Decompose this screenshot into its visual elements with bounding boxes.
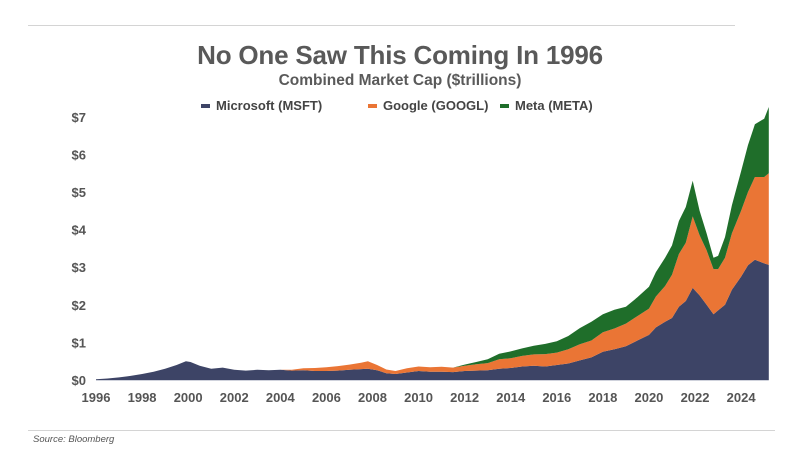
area-microsoft-msft	[96, 259, 769, 380]
y-tick-label: $1	[72, 335, 86, 350]
x-tick-label: 2016	[542, 390, 571, 405]
area-layers	[96, 107, 769, 380]
x-tick-label: 2008	[358, 390, 387, 405]
legend-swatch-meta	[500, 103, 509, 108]
x-tick-label: 2002	[220, 390, 249, 405]
x-tick-label: 2010	[404, 390, 433, 405]
legend-swatch-googl	[368, 103, 377, 108]
legend: Microsoft (MSFT) Google (GOOGL) Meta (ME…	[0, 98, 800, 116]
legend-swatch-msft	[201, 103, 210, 108]
y-tick-label: $7	[72, 110, 86, 125]
y-tick-label: $0	[72, 373, 86, 388]
y-tick-label: $3	[72, 260, 86, 275]
legend-label-meta: Meta (META)	[515, 98, 593, 113]
legend-item-googl: Google (GOOGL)	[368, 98, 488, 113]
legend-item-meta: Meta (META)	[500, 98, 593, 113]
source-note: Source: Bloomberg	[33, 434, 115, 445]
top-divider	[28, 25, 735, 26]
x-tick-label: 2020	[634, 390, 663, 405]
bottom-divider	[28, 430, 775, 431]
x-tick-label: 2006	[312, 390, 341, 405]
x-tick-label: 2012	[450, 390, 479, 405]
legend-label-googl: Google (GOOGL)	[383, 98, 489, 113]
x-tick-label: 2000	[174, 390, 203, 405]
x-tick-label: 2014	[496, 390, 526, 405]
y-tick-label: $4	[72, 223, 87, 238]
legend-label-msft: Microsoft (MSFT)	[216, 98, 323, 113]
legend-item-msft: Microsoft (MSFT)	[201, 98, 322, 113]
chart-subtitle: Combined Market Cap ($trillions)	[278, 72, 522, 89]
y-tick-label: $5	[72, 185, 86, 200]
x-tick-label: 2018	[588, 390, 617, 405]
x-tick-label: 1998	[128, 390, 157, 405]
x-tick-label: 2022	[681, 390, 710, 405]
y-tick-label: $6	[72, 147, 86, 162]
y-axis-ticks: $0 $1 $2 $3 $4 $5 $6 $7	[72, 110, 87, 388]
x-axis-ticks: 1996 1998 2000 2002 2004 2006 2008 2010 2012 2014…	[82, 390, 757, 405]
x-tick-label: 2024	[727, 390, 757, 405]
chart-title: No One Saw This Coming In 1996	[197, 40, 603, 70]
y-tick-label: $2	[72, 298, 86, 313]
x-tick-label: 2004	[266, 390, 296, 405]
x-tick-label: 1996	[82, 390, 111, 405]
